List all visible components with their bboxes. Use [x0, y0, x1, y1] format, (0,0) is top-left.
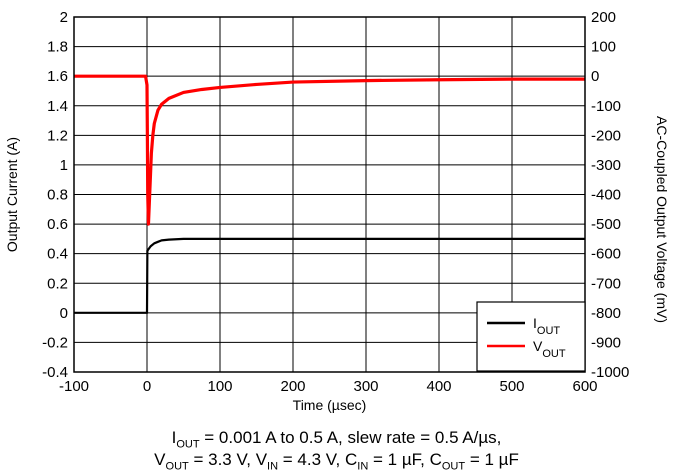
y-tick-label: 1.6	[47, 68, 68, 85]
legend-box	[476, 301, 586, 372]
legend-label-vout: VOUT	[533, 338, 566, 360]
plot-frame	[73, 16, 586, 373]
series-line-iout	[74, 237, 585, 314]
y-tick-labels: -0.4 -0.2 0 0.2 0.4 0.6 0.8 1 1.2 1.4 1.6 1.8 2	[42, 9, 68, 381]
y-tick-label: 1	[60, 157, 68, 174]
y2-axis-label: AC-Coupled Output Voltage (mV)	[654, 116, 670, 323]
y-tick-label: 0	[60, 305, 68, 322]
y-tick-label: 2	[60, 9, 68, 26]
y2-tick-label: 200	[591, 9, 616, 26]
y2-tick-label: -400	[591, 187, 621, 204]
grid-lines	[73, 16, 586, 373]
y-tick-label: 0.4	[47, 246, 68, 263]
x-tick-label: 0	[143, 378, 151, 395]
x-tick-label: 400	[426, 378, 451, 395]
y2-tick-labels: -1000-900-800-700-600-500-400-300-200-10…	[591, 9, 629, 381]
y2-tick-label: -100	[591, 98, 621, 115]
x-tick-label: 100	[207, 378, 232, 395]
y-tick-label: 0.8	[47, 187, 68, 204]
x-tick-label: 600	[572, 378, 597, 395]
y2-tick-label: 100	[591, 39, 616, 56]
legend-label-iout: IOUT	[533, 315, 560, 337]
caption-line-2: VOUT = 3.3 V, VIN = 4.3 V, CIN = 1 µF, C…	[154, 450, 519, 472]
y2-tick-label: -700	[591, 275, 621, 292]
series-line-vout	[74, 74, 585, 226]
x-tick-label: 200	[280, 378, 305, 395]
y-tick-label: 0.2	[47, 275, 68, 292]
y-tick-label: 1.8	[47, 39, 68, 56]
x-tick-labels: -100 0 100 200 300 400 500 600	[59, 378, 598, 395]
y2-tick-label: -800	[591, 305, 621, 322]
y2-tick-label: -300	[591, 157, 621, 174]
caption-line-1: IOUT = 0.001 A to 0.5 A, slew rate = 0.5…	[171, 428, 502, 451]
legend: IOUT VOUT	[476, 301, 586, 372]
y2-tick-label: -600	[591, 246, 621, 263]
y-tick-label: 1.2	[47, 127, 68, 144]
x-tick-label: 300	[353, 378, 378, 395]
chart: -100 0 100 200 300 400 500 600 -0.4-0.200.20.40…	[4, 9, 670, 413]
y-tick-label: 0.6	[47, 216, 68, 233]
y-tick-label: 1.4	[47, 98, 68, 115]
y2-tick-label: -200	[591, 127, 621, 144]
y-axis-label: Output Current (A)	[4, 137, 20, 252]
y-tick-label: -0.4	[42, 364, 68, 381]
y2-tick-label: -500	[591, 216, 621, 233]
y2-tick-label: -1000	[591, 364, 629, 381]
x-axis-label: Time (µsec)	[293, 397, 367, 413]
series-layer	[74, 74, 585, 314]
x-tick-label: 500	[499, 378, 524, 395]
y-tick-label: -0.2	[42, 334, 68, 351]
y2-tick-label: -900	[591, 334, 621, 351]
x-tick-label: -100	[59, 378, 89, 395]
y2-tick-label: 0	[591, 68, 599, 85]
